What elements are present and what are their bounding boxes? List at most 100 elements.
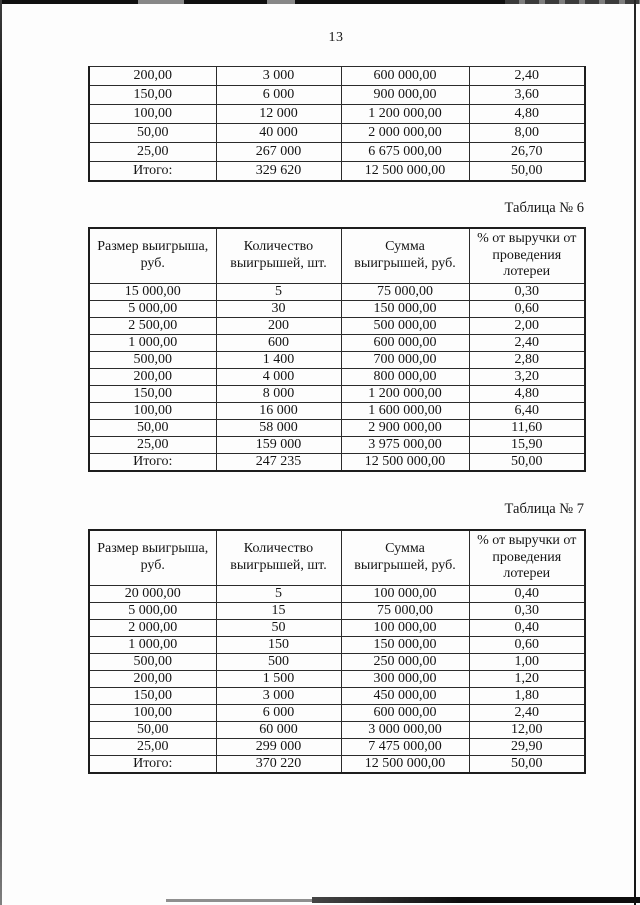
- table-row: 500,00 500 250 000,00 1,00: [88, 652, 586, 671]
- table-cell: 12,00: [468, 720, 586, 739]
- column-header-win-sum: Сумма выигрышей, руб.: [340, 529, 470, 586]
- table-cell: 600 000,00: [340, 333, 470, 352]
- table-header-row: Размер выигрыша, руб. Количество выигрыш…: [88, 227, 586, 284]
- table-cell: 150 000,00: [340, 299, 470, 318]
- table-cell: 100 000,00: [340, 618, 470, 637]
- table-cell: 16 000: [215, 401, 342, 420]
- table-cell: 6,40: [468, 401, 586, 420]
- table-cell: 200: [215, 316, 342, 335]
- table-cell: 15 000,00: [88, 282, 217, 301]
- table-cell: 1 000,00: [88, 333, 217, 352]
- table-cell: 900 000,00: [340, 85, 470, 105]
- table-cell: 50: [215, 618, 342, 637]
- page-number: 13: [328, 30, 344, 45]
- table-cell: 58 000: [215, 418, 342, 437]
- table-cell: 100,00: [88, 401, 217, 420]
- table-cell: 1 200 000,00: [340, 104, 470, 124]
- table-row: 50,00 40 000 2 000 000,00 8,00: [88, 123, 586, 143]
- table-row: 2 000,00 50 100 000,00 0,40: [88, 618, 586, 637]
- table-cell: 1 400: [215, 350, 342, 369]
- table-row: 1 000,00 600 600 000,00 2,40: [88, 333, 586, 352]
- table-cell: 12 500 000,00: [340, 754, 470, 773]
- table-cell: 329 620: [215, 161, 342, 182]
- table-cell: 3,20: [468, 367, 586, 386]
- table-cell: 5 000,00: [88, 299, 217, 318]
- column-header-win-count: Количество выигрышей, шт.: [215, 227, 342, 284]
- column-header-win-count: Количество выигрышей, шт.: [215, 529, 342, 586]
- table-cell: 500,00: [88, 652, 217, 671]
- table-cell: 40 000: [215, 123, 342, 143]
- scan-artifact-top-gap: [267, 0, 295, 4]
- table-cell: 2 000 000,00: [340, 123, 470, 143]
- table-cell: 0,40: [468, 618, 586, 637]
- table-cell: 100,00: [88, 703, 217, 722]
- table-cell: 450 000,00: [340, 686, 470, 705]
- table-cell: 1,20: [468, 669, 586, 688]
- table-cell: 4,80: [468, 104, 586, 124]
- table-cell: 50,00: [468, 161, 586, 182]
- table-cell: 600: [215, 333, 342, 352]
- table-row: 2 500,00 200 500 000,00 2,00: [88, 316, 586, 335]
- table-cell: 2,40: [468, 66, 586, 86]
- table-cell: 75 000,00: [340, 282, 470, 301]
- table-cell: 30: [215, 299, 342, 318]
- table-cell: 0,40: [468, 584, 586, 603]
- table-cell: 0,60: [468, 299, 586, 318]
- table-row: Итого: 370 220 12 500 000,00 50,00: [88, 754, 586, 773]
- table-6-caption: Таблица № 6: [504, 200, 584, 216]
- table-cell: 2 500,00: [88, 316, 217, 335]
- table-cell: 100,00: [88, 104, 217, 124]
- table-cell: 50,00: [468, 754, 586, 773]
- table-cell: 2 000,00: [88, 618, 217, 637]
- table-cell: 6 000: [215, 85, 342, 105]
- table-cell: 1 000,00: [88, 635, 217, 654]
- scan-artifact-top-edge-right: [505, 0, 640, 4]
- table-cell: 600 000,00: [340, 66, 470, 86]
- table-cell: 1,80: [468, 686, 586, 705]
- table-cell: 50,00: [468, 452, 586, 471]
- column-header-revenue-percent: % от выручки от проведения лотереи: [468, 529, 586, 586]
- scan-artifact-bottom-smudge: [166, 899, 312, 902]
- table-cell: 267 000: [215, 142, 342, 162]
- table-cell: 3,60: [468, 85, 586, 105]
- table-cell: 2,40: [468, 333, 586, 352]
- scan-artifact-top-edge: [0, 0, 640, 4]
- table-cell: 700 000,00: [340, 350, 470, 369]
- table-row: 100,00 12 000 1 200 000,00 4,80: [88, 104, 586, 124]
- table-cell: 3 000 000,00: [340, 720, 470, 739]
- table-cell: 200,00: [88, 367, 217, 386]
- table-cell: 26,70: [468, 142, 586, 162]
- table-cell: 8 000: [215, 384, 342, 403]
- table-cell: Итого:: [88, 754, 217, 773]
- table-cell: 247 235: [215, 452, 342, 471]
- lottery-table-continuation: 200,00 3 000 600 000,00 2,40 150,00 6 000 900 …: [88, 66, 586, 182]
- column-header-revenue-percent: % от выручки от проведения лотереи: [468, 227, 586, 284]
- table-cell: 1,00: [468, 652, 586, 671]
- table-cell: 0,30: [468, 601, 586, 620]
- table-row: 5 000,00 15 75 000,00 0,30: [88, 601, 586, 620]
- table-cell: 6 000: [215, 703, 342, 722]
- table-row: 200,00 4 000 800 000,00 3,20: [88, 367, 586, 386]
- table-cell: 15,90: [468, 435, 586, 454]
- table-cell: 300 000,00: [340, 669, 470, 688]
- table-cell: 50,00: [88, 720, 217, 739]
- table-cell: 3 975 000,00: [340, 435, 470, 454]
- table-row: 25,00 267 000 6 675 000,00 26,70: [88, 142, 586, 162]
- table-cell: 1 600 000,00: [340, 401, 470, 420]
- table-cell: 100 000,00: [340, 584, 470, 603]
- table-row: 100,00 6 000 600 000,00 2,40: [88, 703, 586, 722]
- table-cell: 50,00: [88, 123, 217, 143]
- scan-artifact-bottom-smudge: [312, 897, 640, 903]
- table-row: 50,00 58 000 2 900 000,00 11,60: [88, 418, 586, 437]
- table-row: 200,00 3 000 600 000,00 2,40: [88, 66, 586, 86]
- table-cell: 0,60: [468, 635, 586, 654]
- table-cell: 150,00: [88, 384, 217, 403]
- table-cell: 4,80: [468, 384, 586, 403]
- table-row: 150,00 8 000 1 200 000,00 4,80: [88, 384, 586, 403]
- table-cell: 1 200 000,00: [340, 384, 470, 403]
- table-row: 5 000,00 30 150 000,00 0,60: [88, 299, 586, 318]
- table-cell: 15: [215, 601, 342, 620]
- table-cell: 200,00: [88, 66, 217, 86]
- table-cell: 250 000,00: [340, 652, 470, 671]
- table-cell: 299 000: [215, 737, 342, 756]
